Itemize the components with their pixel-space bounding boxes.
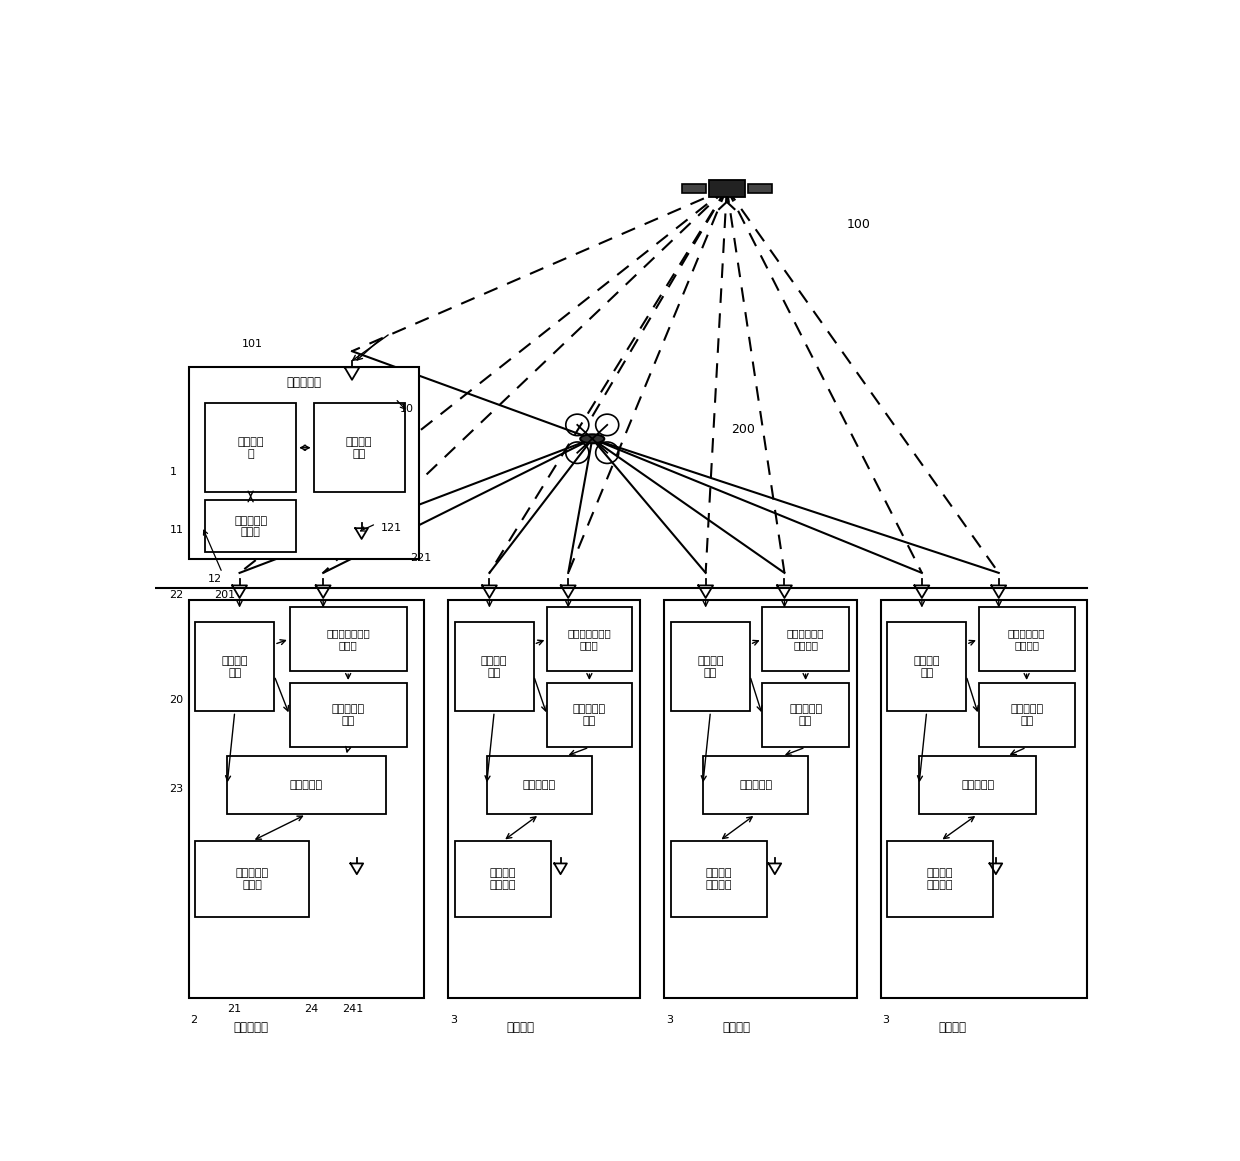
Bar — [682, 183, 706, 193]
Bar — [486, 756, 593, 814]
Text: 第二处理器: 第二处理器 — [739, 780, 773, 791]
Bar — [205, 403, 296, 492]
Text: 第二数据
链路模块: 第二数据 链路模块 — [706, 868, 733, 889]
Text: 20: 20 — [170, 694, 184, 705]
Ellipse shape — [580, 434, 604, 444]
Bar — [748, 183, 773, 193]
Text: 121: 121 — [381, 522, 402, 533]
Text: 12: 12 — [208, 574, 222, 584]
Bar — [665, 600, 857, 997]
Bar — [290, 683, 407, 748]
Text: 3: 3 — [450, 1015, 458, 1024]
Text: 第二处理器: 第二处理器 — [523, 780, 556, 791]
Text: 22: 22 — [170, 590, 184, 600]
Text: 第一数据链
路模块: 第一数据链 路模块 — [234, 515, 267, 538]
Text: 2: 2 — [191, 1015, 197, 1024]
Text: 3: 3 — [666, 1015, 673, 1024]
Bar — [188, 367, 419, 560]
Text: 时间戟标定
模块: 时间戟标定 模块 — [1011, 705, 1043, 726]
Text: 侵收副站: 侵收副站 — [723, 1021, 750, 1033]
Text: 100: 100 — [847, 218, 870, 231]
Text: 时间戟标定
模块: 时间戟标定 模块 — [789, 705, 822, 726]
Bar — [671, 841, 768, 917]
Bar — [188, 600, 424, 997]
Text: 第二数据
链路模块: 第二数据 链路模块 — [926, 868, 954, 889]
Bar — [978, 683, 1075, 748]
Bar — [703, 756, 808, 814]
Text: 3: 3 — [883, 1015, 889, 1024]
Text: 时间戟标定
模块: 时间戟标定 模块 — [331, 705, 365, 726]
Bar — [290, 607, 407, 671]
Text: 时间戟标定
模块: 时间戟标定 模块 — [573, 705, 606, 726]
Text: 24: 24 — [304, 1004, 319, 1014]
Text: 中心处理站: 中心处理站 — [286, 376, 321, 389]
Bar — [880, 600, 1087, 997]
Text: 11: 11 — [170, 525, 184, 535]
Text: 23: 23 — [170, 784, 184, 794]
Bar — [196, 841, 309, 917]
Text: 空地链路信号侵
收模块: 空地链路信号侵 收模块 — [326, 628, 370, 650]
Text: 10: 10 — [401, 404, 414, 414]
Text: 空地链路信号
侵收模块: 空地链路信号 侵收模块 — [1008, 628, 1045, 650]
Text: 第一卫星
模块: 第一卫星 模块 — [346, 437, 372, 459]
Text: 第二卫星
模块: 第二卫星 模块 — [697, 656, 724, 678]
Bar — [455, 622, 533, 712]
Bar — [196, 622, 274, 712]
Text: 221: 221 — [409, 554, 432, 563]
Text: 侵收基准站: 侵收基准站 — [233, 1021, 269, 1033]
Bar — [919, 756, 1037, 814]
Text: 200: 200 — [732, 424, 755, 437]
Bar — [227, 756, 386, 814]
Bar — [888, 841, 993, 917]
Bar — [888, 622, 966, 712]
Text: 第二处理器: 第二处理器 — [290, 780, 322, 791]
Bar — [205, 500, 296, 553]
Bar — [763, 607, 849, 671]
Text: 201: 201 — [215, 590, 236, 600]
Text: 1: 1 — [170, 467, 176, 476]
Bar — [671, 622, 750, 712]
Bar — [708, 180, 745, 196]
Text: 101: 101 — [242, 339, 263, 348]
Bar — [547, 683, 631, 748]
Text: 第一处理
器: 第一处理 器 — [237, 437, 264, 459]
Text: 侵收副站: 侵收副站 — [506, 1021, 534, 1033]
Text: 第二处理器: 第二处理器 — [961, 780, 994, 791]
Bar — [448, 600, 640, 997]
Text: 第二数据链
路模块: 第二数据链 路模块 — [236, 868, 269, 889]
Bar — [314, 403, 404, 492]
Text: 第二数据
链路模块: 第二数据 链路模块 — [490, 868, 516, 889]
Text: 空地链路信号侵
收模块: 空地链路信号侵 收模块 — [568, 628, 611, 650]
Bar — [763, 683, 849, 748]
Text: 21: 21 — [227, 1004, 242, 1014]
Bar — [455, 841, 551, 917]
Bar — [978, 607, 1075, 671]
Text: 241: 241 — [342, 1004, 363, 1014]
Text: 第二卫星
模块: 第二卫星 模块 — [481, 656, 507, 678]
Text: 第二卫星
模块: 第二卫星 模块 — [222, 656, 248, 678]
Text: 侵收副站: 侵收副站 — [939, 1021, 967, 1033]
Bar — [547, 607, 631, 671]
Text: 第二卫星
模块: 第二卫星 模块 — [914, 656, 940, 678]
Text: 空地链路信号
侵收模块: 空地链路信号 侵收模块 — [787, 628, 825, 650]
